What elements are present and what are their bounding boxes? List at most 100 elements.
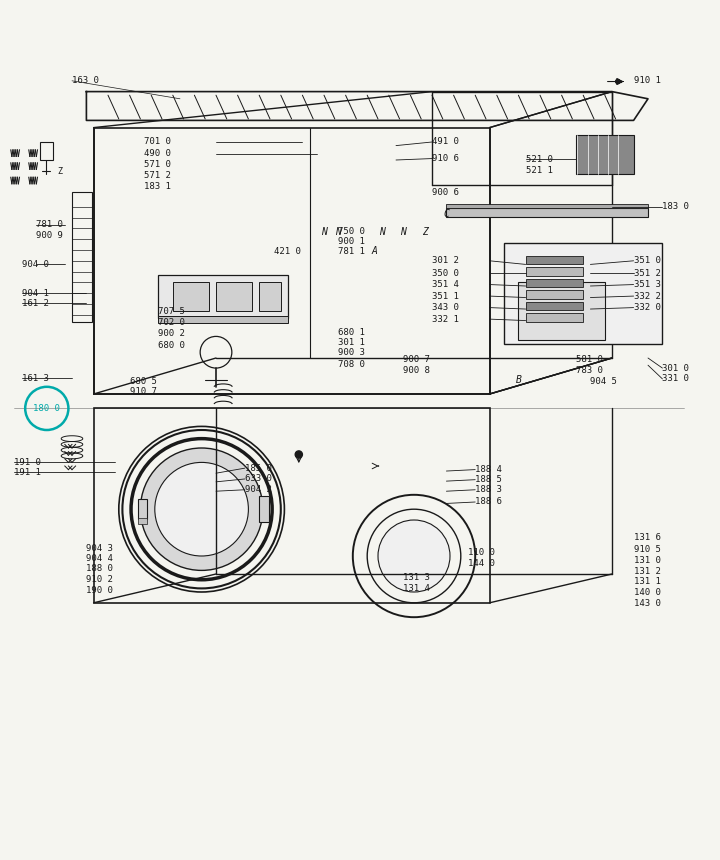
Text: 350 0: 350 0 [432,268,459,278]
Text: 904 0: 904 0 [22,260,48,269]
Bar [446,208,648,217]
Text: Z: Z [58,168,63,176]
Text: 332 1: 332 1 [432,315,459,323]
Text: 680 5: 680 5 [130,377,156,385]
Text: 131 4: 131 4 [403,584,430,593]
Text: Z: Z [422,227,428,237]
Bar [40,142,53,160]
Text: 301 0: 301 0 [662,364,689,372]
Text: 571 0: 571 0 [144,160,171,169]
Text: 351 1: 351 1 [432,292,459,301]
Text: 490 0: 490 0 [144,149,171,158]
Text: 910 1: 910 1 [634,77,660,85]
Text: 131 6: 131 6 [634,533,660,543]
Bar [94,408,490,603]
Text: 783 0: 783 0 [576,366,603,375]
Circle shape [295,451,302,458]
Text: A: A [372,247,377,256]
Text: 521 1: 521 1 [526,166,552,175]
Text: 332 0: 332 0 [634,303,660,312]
Bar [158,275,288,318]
Text: 904 2: 904 2 [245,485,271,494]
Bar [504,243,662,344]
Text: 491 0: 491 0 [432,138,459,146]
Bar [138,518,147,524]
Bar [259,282,281,311]
Text: 163 0: 163 0 [72,77,99,85]
Text: 332 2: 332 2 [634,292,660,301]
Bar [158,316,288,323]
Text: 904 3: 904 3 [86,544,113,553]
Text: 351 3: 351 3 [634,280,660,289]
Text: 900 1: 900 1 [338,237,365,246]
Bar [526,267,583,276]
Text: 188 4: 188 4 [475,465,502,474]
Bar [526,302,583,310]
Text: 161 2: 161 2 [22,298,48,308]
Text: 188 0: 188 0 [86,564,113,574]
Text: N: N [336,227,341,237]
Text: 701 0: 701 0 [144,138,171,146]
Text: 183 1: 183 1 [144,182,171,191]
Bar [259,496,269,522]
Text: 571 2: 571 2 [144,170,171,180]
Text: 633 0: 633 0 [245,475,271,483]
Text: 351 0: 351 0 [634,256,660,265]
Bar [576,135,634,175]
Text: 910 2: 910 2 [86,575,113,584]
Text: B: B [516,375,521,384]
Text: 131 3: 131 3 [403,573,430,582]
Bar [72,193,92,322]
Text: 680 1: 680 1 [338,328,365,336]
Text: 581 0: 581 0 [576,355,603,364]
Text: 521 0: 521 0 [526,156,552,164]
Text: 781 1: 781 1 [338,247,365,256]
Text: 131 0: 131 0 [634,556,660,565]
Bar [526,279,583,287]
Text: 351 4: 351 4 [432,280,459,289]
Text: 910 5: 910 5 [634,545,660,554]
Bar [526,255,583,264]
Text: 702 0: 702 0 [158,318,185,327]
Text: 707 5: 707 5 [158,307,185,316]
Bar [216,282,252,311]
Circle shape [122,430,281,588]
Text: 910 6: 910 6 [432,154,459,163]
Text: 910 7: 910 7 [130,387,156,396]
Text: 183 0: 183 0 [662,202,689,212]
Text: 161 3: 161 3 [22,373,48,383]
Text: 191 0: 191 0 [14,458,41,467]
Text: 144 0: 144 0 [468,559,495,568]
Text: 900 8: 900 8 [403,366,430,376]
Text: 421 0: 421 0 [274,247,300,256]
Text: 900 2: 900 2 [158,329,185,338]
Text: 351 2: 351 2 [634,268,660,278]
Text: N: N [321,227,327,237]
Text: 110 0: 110 0 [468,548,495,557]
Text: N: N [400,227,406,237]
Text: 185 0: 185 0 [245,464,271,473]
Text: 900 9: 900 9 [36,231,63,240]
Text: 904 1: 904 1 [22,289,48,298]
Text: 781 0: 781 0 [36,220,63,230]
Text: C: C [444,209,449,219]
Text: 188 6: 188 6 [475,497,502,507]
Bar [173,282,209,311]
Text: 190 0: 190 0 [86,586,113,595]
Text: 191 1: 191 1 [14,468,41,477]
Text: 900 7: 900 7 [403,355,430,364]
Bar [526,291,583,299]
Text: 301 2: 301 2 [432,256,459,265]
Text: 708 0: 708 0 [338,360,365,369]
Bar [518,282,605,340]
Bar [526,313,583,322]
Text: 900 3: 900 3 [338,348,365,358]
Bar [138,499,147,519]
Circle shape [353,494,475,617]
Text: 904 5: 904 5 [590,377,617,385]
Text: 131 1: 131 1 [634,577,660,587]
Text: 143 0: 143 0 [634,599,660,608]
Text: 900 6: 900 6 [432,187,459,197]
Circle shape [621,318,647,344]
Text: 180 0: 180 0 [33,404,60,413]
